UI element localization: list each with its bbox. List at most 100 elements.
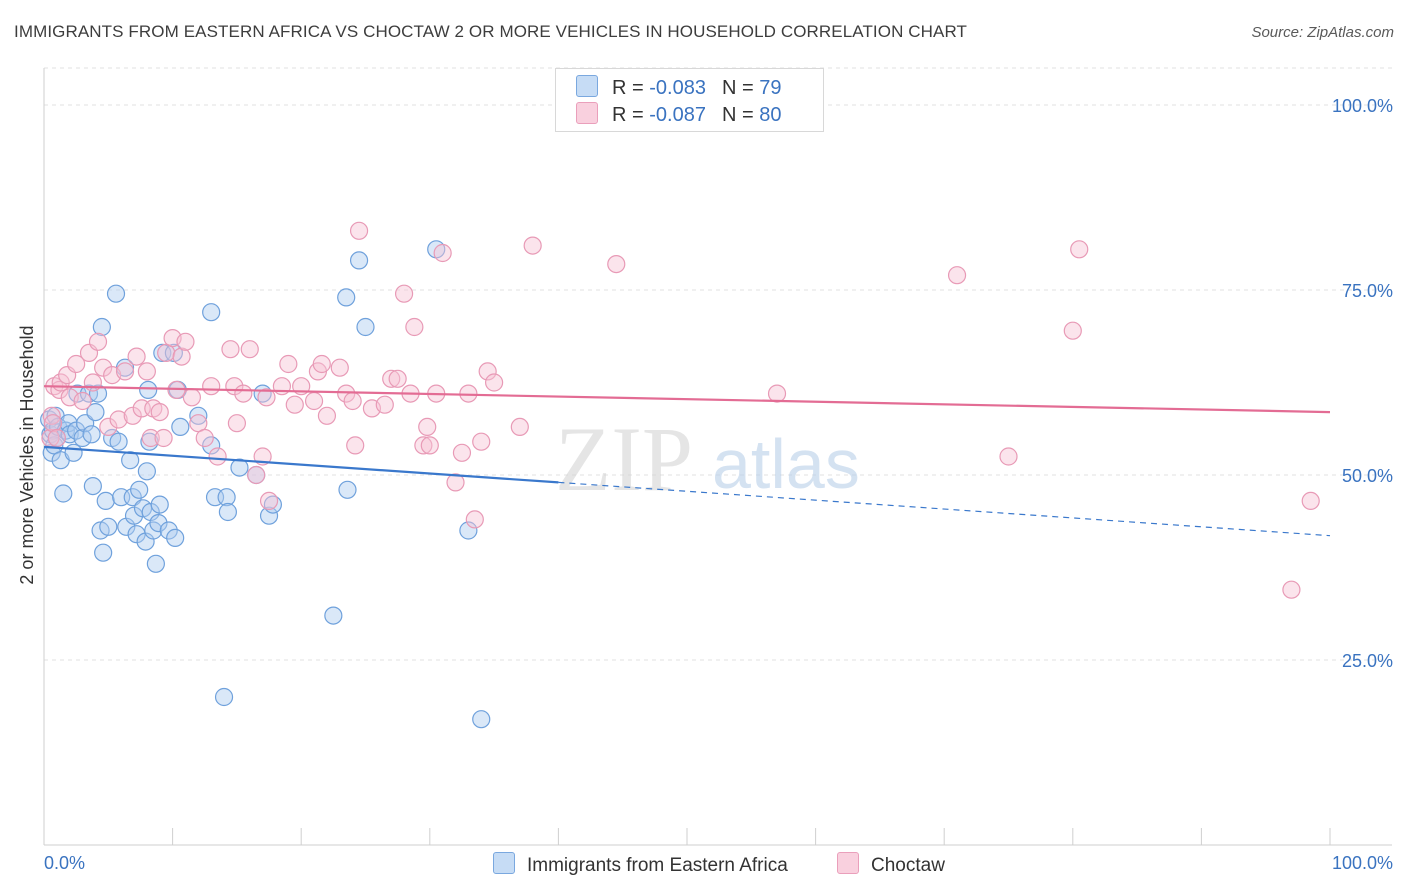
point-eastern-africa	[338, 480, 357, 499]
point-choctaw	[182, 388, 201, 407]
point-choctaw	[304, 391, 324, 411]
point-eastern-africa	[106, 284, 126, 303]
trend-line-eastern-africa	[43, 445, 559, 484]
point-eastern-africa	[99, 517, 118, 536]
point-choctaw	[257, 388, 276, 407]
legend-r-label: R =	[612, 104, 644, 126]
point-eastern-africa	[349, 251, 369, 270]
bottom-legend-swatch-pink	[837, 852, 859, 874]
point-choctaw	[472, 432, 491, 451]
point-eastern-africa	[459, 521, 478, 540]
point-choctaw	[767, 384, 787, 403]
point-choctaw	[47, 428, 66, 448]
point-eastern-africa	[259, 506, 279, 525]
legend-n-label: N =	[721, 104, 754, 126]
legend-r-value: -0.087	[649, 104, 706, 126]
point-choctaw	[176, 332, 195, 351]
point-eastern-africa	[189, 406, 208, 425]
point-choctaw	[1070, 240, 1089, 259]
point-choctaw	[405, 317, 424, 337]
point-choctaw	[337, 384, 356, 403]
watermark: ZIP atlas	[555, 408, 860, 510]
point-choctaw	[115, 362, 135, 381]
point-choctaw	[141, 428, 160, 448]
point-choctaw	[67, 354, 86, 374]
point-eastern-africa	[337, 288, 356, 307]
legend-row-choctaw: R = -0.087 N = 80	[576, 102, 781, 126]
watermark-atlas: atlas	[712, 425, 860, 503]
point-eastern-africa	[137, 462, 156, 481]
point-eastern-africa	[166, 528, 185, 548]
point-choctaw	[88, 332, 108, 351]
legend-r-label: R =	[612, 77, 644, 99]
legend-n-value: 79	[759, 77, 782, 99]
y-tick-label: 25.0%	[1342, 651, 1393, 671]
point-eastern-africa	[324, 606, 343, 625]
point-eastern-africa	[139, 380, 158, 399]
point-eastern-africa	[146, 554, 165, 573]
point-choctaw	[510, 417, 529, 436]
point-choctaw	[137, 362, 156, 381]
point-eastern-africa	[472, 710, 491, 729]
point-choctaw	[99, 417, 118, 436]
point-choctaw	[83, 373, 102, 392]
point-eastern-africa	[92, 317, 111, 337]
legend-swatch-pink	[576, 102, 598, 124]
point-choctaw	[452, 443, 472, 462]
point-choctaw	[73, 391, 92, 411]
point-choctaw	[259, 491, 279, 510]
point-choctaw	[150, 403, 169, 422]
legend-n-label: N =	[721, 77, 754, 99]
watermark-zip: ZIP	[555, 408, 693, 510]
point-choctaw	[42, 406, 61, 425]
point-choctaw	[375, 395, 394, 414]
point-eastern-africa	[123, 488, 142, 507]
point-choctaw	[312, 354, 331, 374]
x-tick-labels: 0.0% 100.0%	[44, 853, 1393, 873]
point-choctaw	[394, 284, 414, 303]
point-choctaw	[999, 447, 1018, 466]
point-choctaw	[208, 447, 227, 466]
point-choctaw	[240, 340, 259, 359]
point-choctaw	[154, 428, 173, 448]
x-tick-label: 100.0%	[1332, 853, 1393, 873]
grid-lines	[44, 67, 1392, 661]
y-tick-label: 50.0%	[1342, 466, 1393, 486]
point-choctaw	[330, 358, 349, 377]
data-points	[40, 221, 1320, 729]
point-eastern-africa	[121, 451, 140, 470]
point-choctaw	[227, 414, 246, 433]
point-choctaw	[465, 510, 484, 529]
point-choctaw	[382, 369, 401, 388]
bottom-legend-label: Immigrants from Eastern Africa	[527, 855, 788, 876]
correlation-legend: R = -0.083 N = 79 R = -0.087 N = 80	[555, 68, 824, 132]
point-choctaw	[1282, 580, 1301, 599]
point-eastern-africa	[149, 513, 168, 533]
point-eastern-africa	[82, 425, 101, 444]
point-choctaw	[346, 436, 365, 455]
point-choctaw	[202, 377, 221, 396]
y-tick-labels: 25.0% 50.0% 75.0% 100.0%	[1332, 96, 1393, 671]
trend-line-extension	[558, 481, 1331, 537]
point-eastern-africa	[109, 432, 128, 451]
point-eastern-africa	[54, 484, 73, 503]
point-choctaw	[947, 266, 967, 285]
point-choctaw	[418, 417, 437, 436]
point-eastern-africa	[73, 428, 92, 448]
point-choctaw	[446, 473, 465, 492]
bottom-legend-label: Choctaw	[871, 855, 945, 876]
point-choctaw	[247, 465, 266, 485]
source-label: Source: ZipAtlas.com	[1251, 24, 1394, 41]
bottom-legend-choctaw: Choctaw	[837, 852, 945, 877]
point-choctaw	[172, 347, 191, 366]
point-choctaw	[127, 347, 146, 366]
point-eastern-africa	[202, 436, 221, 455]
x-tick-label: 0.0%	[44, 853, 85, 873]
point-eastern-africa	[214, 687, 234, 707]
point-eastern-africa	[159, 521, 178, 540]
point-eastern-africa	[230, 458, 249, 477]
bottom-legend-eastern-africa: Immigrants from Eastern Africa	[493, 852, 788, 877]
point-eastern-africa	[130, 480, 149, 499]
legend-swatch-blue	[576, 75, 598, 97]
